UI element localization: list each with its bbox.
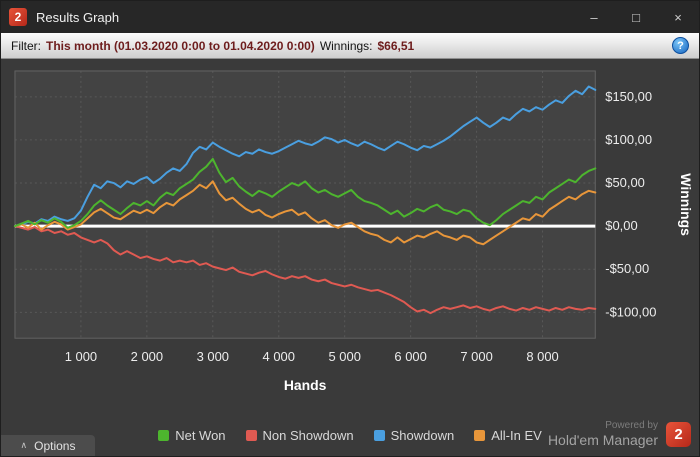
winnings-label: Winnings: bbox=[319, 38, 373, 53]
minimize-button[interactable]: – bbox=[590, 9, 598, 25]
legend-label: All-In EV bbox=[491, 428, 542, 444]
y-tick-label: $150,00 bbox=[605, 89, 652, 104]
filter-bar: Filter: This month (01.03.2020 0:00 to 0… bbox=[1, 33, 699, 59]
chart-area: 1 000 2 000 3 000 4 000 5 000 6 000 7 000 8 000… bbox=[1, 59, 699, 413]
plot-frame bbox=[14, 70, 596, 339]
plot-background bbox=[14, 70, 596, 339]
brand-label: Hold'em Manager bbox=[547, 432, 658, 449]
legend-item-non-showdown: Non Showdown bbox=[245, 428, 354, 444]
powered-by-label: Powered by bbox=[605, 419, 658, 431]
legend-label: Showdown bbox=[390, 428, 455, 444]
hm2-logo-icon: 2 bbox=[9, 8, 27, 26]
legend-swatch-icon bbox=[373, 430, 385, 442]
legend-label: Non Showdown bbox=[262, 428, 354, 444]
filter-value: This month (01.03.2020 0:00 to 01.04.202… bbox=[46, 38, 315, 53]
legend-swatch-icon bbox=[474, 430, 486, 442]
chart-legend: Net Won Non Showdown Showdown All-In EV bbox=[158, 428, 542, 443]
legend-swatch-icon bbox=[245, 430, 257, 442]
hm2-logo-icon: 2 bbox=[666, 422, 691, 448]
y-tick-label: -$50,00 bbox=[605, 261, 649, 276]
window-title: Results Graph bbox=[36, 9, 120, 25]
titlebar: 2 Results Graph – □ × bbox=[1, 1, 699, 33]
close-button[interactable]: × bbox=[674, 9, 682, 25]
legend-label: Net Won bbox=[175, 428, 226, 444]
filter-label: Filter: bbox=[11, 38, 41, 53]
y-tick-label: $50,00 bbox=[605, 175, 645, 190]
x-tick-label: 8 000 bbox=[526, 349, 558, 364]
series-line-non-showdown bbox=[13, 225, 597, 315]
winnings-value: $66,51 bbox=[377, 38, 415, 53]
series-line-all-in-ev bbox=[13, 180, 597, 246]
x-tick-label: 4 000 bbox=[263, 349, 295, 364]
branding: Powered by Hold'em Manager 2 bbox=[548, 420, 691, 450]
y-tick-label: $0,00 bbox=[605, 218, 637, 233]
x-tick-label: 3 000 bbox=[197, 349, 229, 364]
x-tick-label: 6 000 bbox=[394, 349, 426, 364]
results-line-chart: 1 000 2 000 3 000 4 000 5 000 6 000 7 000 8 000… bbox=[13, 70, 694, 393]
legend-swatch-icon bbox=[158, 430, 170, 442]
y-axis-title: Winnings bbox=[678, 173, 694, 236]
series-line-showdown bbox=[13, 85, 597, 228]
options-label: Options bbox=[34, 438, 76, 453]
x-tick-label: 2 000 bbox=[131, 349, 163, 364]
legend-item-all-in-ev: All-In EV bbox=[474, 428, 542, 443]
legend-item-net-won: Net Won bbox=[158, 428, 226, 444]
x-tick-label: 5 000 bbox=[328, 349, 360, 364]
x-tick-label: 1 000 bbox=[65, 349, 97, 364]
help-icon[interactable]: ? bbox=[672, 37, 689, 54]
chevron-up-icon: ∧ bbox=[20, 440, 28, 451]
branding-text: Powered by Hold'em Manager bbox=[548, 420, 658, 450]
legend-item-showdown: Showdown bbox=[373, 428, 455, 444]
y-tick-label: -$100,00 bbox=[605, 304, 656, 319]
options-button[interactable]: ∧ Options bbox=[1, 434, 95, 456]
window-controls: – □ × bbox=[573, 1, 699, 33]
x-axis-title: Hands bbox=[284, 377, 327, 393]
series-line-net-won bbox=[13, 157, 597, 229]
maximize-button[interactable]: □ bbox=[632, 9, 640, 25]
y-tick-label: $100,00 bbox=[605, 132, 652, 147]
x-tick-label: 7 000 bbox=[460, 349, 492, 364]
footer-bar: ∧ Options Net Won Non Showdown Showdown All… bbox=[1, 412, 699, 456]
